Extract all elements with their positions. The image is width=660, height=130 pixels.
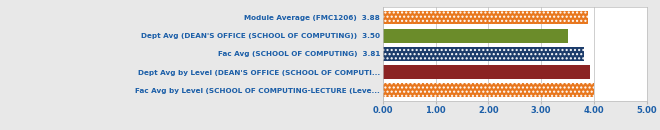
Bar bbox=[383, 65, 590, 79]
Bar bbox=[383, 11, 587, 24]
Bar bbox=[383, 29, 568, 43]
Bar bbox=[383, 83, 594, 97]
Bar bbox=[383, 47, 584, 61]
